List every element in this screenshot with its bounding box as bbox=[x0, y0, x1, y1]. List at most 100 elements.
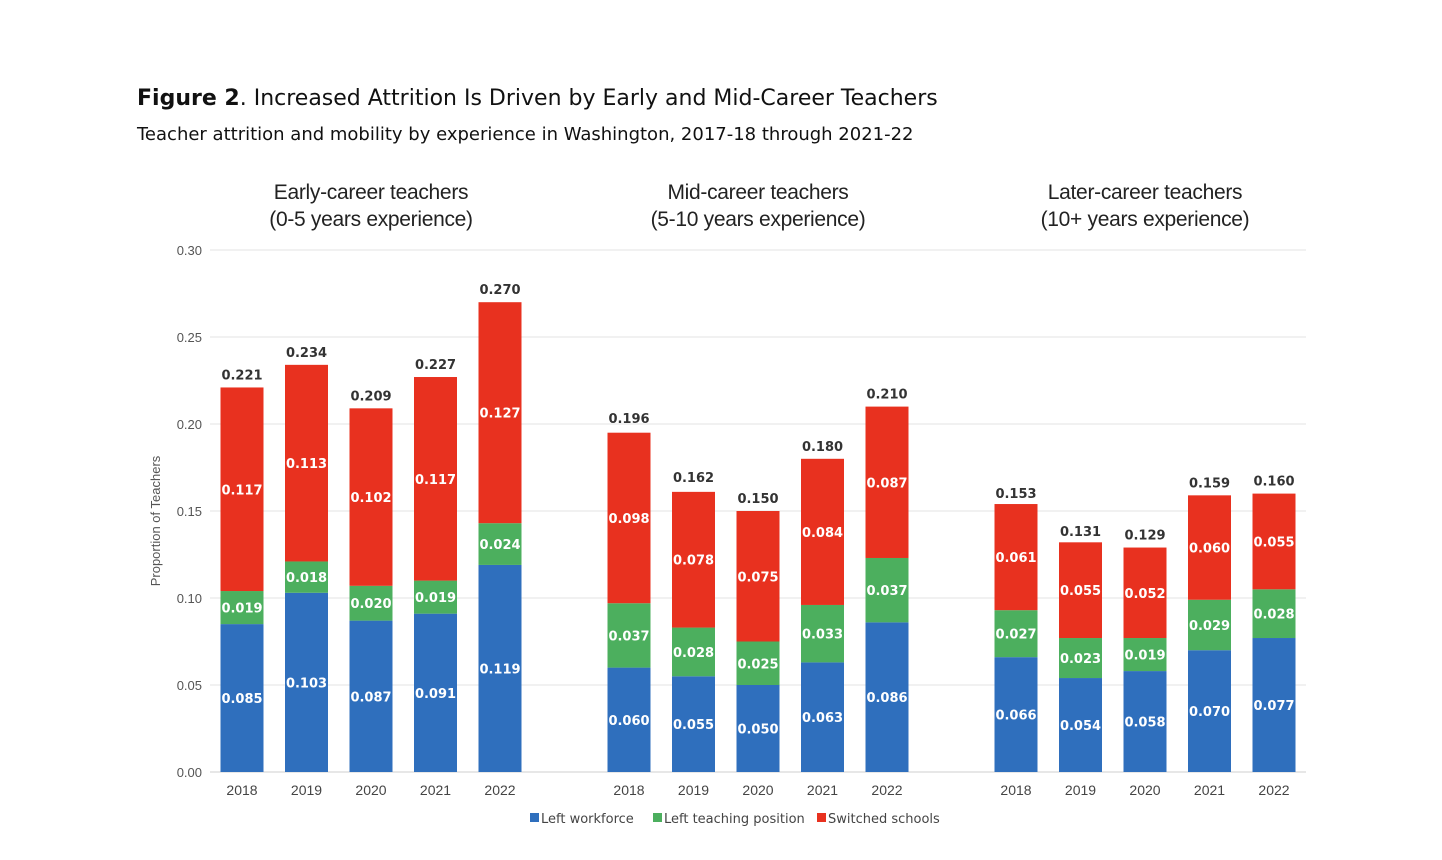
segment-value-label: 0.085 bbox=[221, 692, 262, 707]
y-tick-label: 0.20 bbox=[177, 417, 202, 432]
bar-total-label: 0.234 bbox=[286, 346, 327, 361]
bar-segment bbox=[220, 387, 264, 592]
segment-value-label: 0.086 bbox=[866, 691, 907, 706]
bar-total-label: 0.210 bbox=[866, 388, 907, 403]
bar-segment bbox=[220, 591, 264, 625]
bar-segment bbox=[801, 604, 844, 663]
bar-total-label: 0.131 bbox=[1060, 525, 1101, 540]
bar-total-label: 0.162 bbox=[673, 471, 714, 486]
bar-segment bbox=[414, 613, 457, 772]
segment-value-label: 0.117 bbox=[415, 473, 456, 488]
x-tick-label: 2022 bbox=[1258, 782, 1289, 798]
legend-label: Left teaching position bbox=[664, 812, 805, 827]
segment-value-label: 0.050 bbox=[737, 723, 778, 738]
segment-value-label: 0.117 bbox=[221, 483, 262, 498]
segment-value-label: 0.063 bbox=[802, 711, 843, 726]
x-tick-label: 2019 bbox=[1065, 782, 1096, 798]
segment-value-label: 0.020 bbox=[350, 597, 391, 612]
legend-label: Switched schools bbox=[828, 812, 940, 827]
bar-segment bbox=[349, 585, 393, 621]
y-tick-label: 0.15 bbox=[177, 504, 202, 519]
bar-total-label: 0.129 bbox=[1124, 529, 1165, 544]
segment-value-label: 0.091 bbox=[415, 687, 456, 702]
figure-subtitle: Teacher attrition and mobility by experi… bbox=[137, 124, 914, 145]
segment-value-label: 0.037 bbox=[866, 584, 907, 599]
bar-total-label: 0.221 bbox=[221, 368, 262, 383]
bar-segment bbox=[220, 624, 264, 772]
segment-value-label: 0.084 bbox=[802, 526, 843, 541]
bar-segment bbox=[736, 511, 780, 642]
bar-total-label: 0.196 bbox=[608, 412, 649, 427]
segment-value-label: 0.098 bbox=[608, 512, 649, 527]
bar-segment bbox=[801, 662, 844, 772]
y-tick-label: 0.00 bbox=[177, 765, 202, 780]
bar-segment bbox=[736, 685, 780, 772]
bar-segment bbox=[285, 592, 328, 772]
bar-segment bbox=[1252, 589, 1296, 639]
y-tick-label: 0.10 bbox=[177, 591, 202, 606]
x-tick-label: 2018 bbox=[613, 782, 644, 798]
bar-total-label: 0.160 bbox=[1253, 475, 1294, 490]
x-tick-label: 2021 bbox=[807, 782, 838, 798]
bar-total-label: 0.153 bbox=[995, 487, 1036, 502]
group-title-line2: (5-10 years experience) bbox=[651, 208, 866, 231]
legend-swatch bbox=[817, 813, 826, 822]
segment-value-label: 0.058 bbox=[1124, 716, 1165, 731]
segment-value-label: 0.027 bbox=[995, 628, 1036, 643]
bar-segment bbox=[672, 676, 715, 772]
bar-total-label: 0.150 bbox=[737, 492, 778, 507]
bar-segment bbox=[349, 408, 393, 586]
bar-total-label: 0.180 bbox=[802, 440, 843, 455]
bar-segment bbox=[1059, 638, 1102, 679]
legend-swatch bbox=[530, 813, 539, 822]
x-tick-label: 2020 bbox=[742, 782, 773, 798]
x-tick-label: 2019 bbox=[678, 782, 709, 798]
bar-segment bbox=[414, 377, 457, 581]
segment-value-label: 0.102 bbox=[350, 491, 391, 506]
bar-segment bbox=[607, 667, 651, 772]
bar-total-label: 0.227 bbox=[415, 358, 456, 373]
bar-segment bbox=[1059, 678, 1102, 772]
bar-segment bbox=[1059, 542, 1102, 639]
segment-value-label: 0.019 bbox=[221, 602, 262, 617]
group-title-line2: (0-5 years experience) bbox=[269, 208, 473, 231]
bar-total-label: 0.209 bbox=[350, 389, 391, 404]
segment-value-label: 0.055 bbox=[1060, 584, 1101, 599]
group-title-line1: Mid-career teachers bbox=[667, 181, 848, 204]
group-title-line2: (10+ years experience) bbox=[1041, 208, 1250, 231]
x-tick-label: 2019 bbox=[291, 782, 322, 798]
bar-segment bbox=[478, 523, 522, 565]
segment-value-label: 0.055 bbox=[673, 718, 714, 733]
x-tick-label: 2020 bbox=[355, 782, 386, 798]
bar-segment bbox=[1188, 495, 1231, 600]
group-title-line1: Early-career teachers bbox=[274, 181, 468, 204]
segment-value-label: 0.066 bbox=[995, 709, 1036, 724]
segment-value-label: 0.037 bbox=[608, 629, 649, 644]
segment-value-label: 0.113 bbox=[286, 457, 327, 472]
x-tick-label: 2018 bbox=[1000, 782, 1031, 798]
bar-segment bbox=[736, 641, 780, 685]
x-tick-label: 2022 bbox=[484, 782, 515, 798]
segment-value-label: 0.023 bbox=[1060, 652, 1101, 667]
bar-segment bbox=[1123, 671, 1167, 772]
x-tick-label: 2018 bbox=[226, 782, 257, 798]
figure-title: Figure 2. Increased Attrition Is Driven … bbox=[137, 86, 938, 111]
segment-value-label: 0.054 bbox=[1060, 719, 1101, 734]
bar-segment bbox=[994, 610, 1038, 658]
segment-value-label: 0.018 bbox=[286, 571, 327, 586]
segment-value-label: 0.019 bbox=[415, 591, 456, 606]
bar-segment bbox=[994, 504, 1038, 611]
y-axis-label: Proportion of Teachers bbox=[148, 455, 163, 586]
bar-segment bbox=[865, 622, 909, 772]
x-tick-label: 2021 bbox=[420, 782, 451, 798]
bar-segment bbox=[865, 557, 909, 623]
bar-segment bbox=[801, 458, 844, 605]
figure-label: Figure 2 bbox=[137, 86, 240, 111]
bar-segment bbox=[349, 620, 393, 772]
segment-value-label: 0.060 bbox=[1189, 542, 1230, 557]
segment-value-label: 0.060 bbox=[608, 714, 649, 729]
group-title-line1: Later-career teachers bbox=[1048, 181, 1242, 204]
x-tick-label: 2021 bbox=[1194, 782, 1225, 798]
bar-segment bbox=[478, 302, 522, 524]
